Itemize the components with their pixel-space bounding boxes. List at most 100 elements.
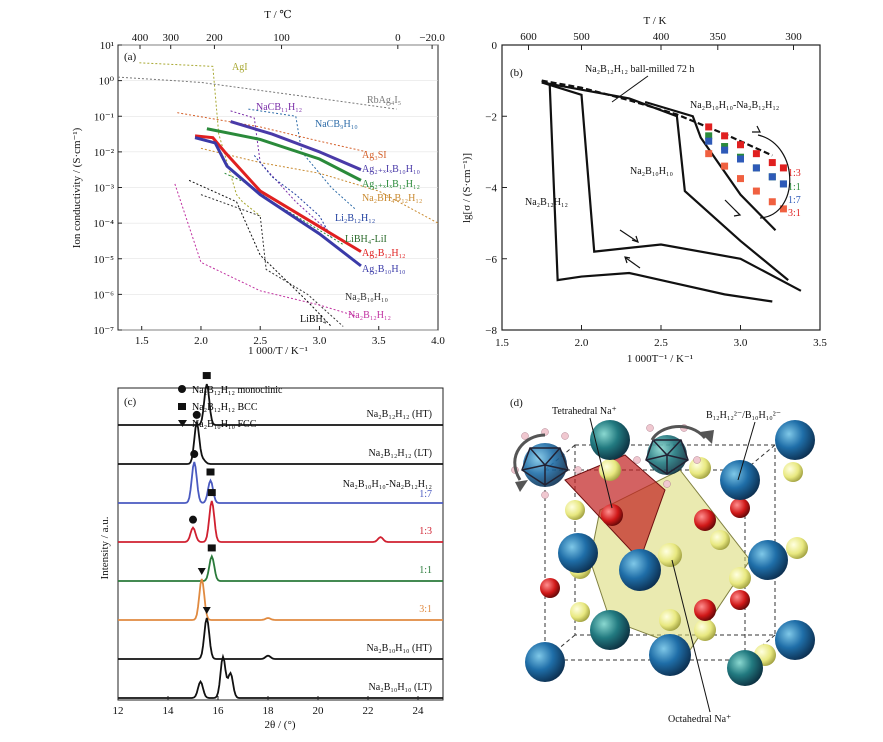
- sphere-octahedral-na: [659, 609, 681, 631]
- label-ag3si: Ag₃SI: [362, 150, 387, 161]
- data-point-marker: [721, 132, 729, 140]
- data-point-marker: [721, 143, 729, 151]
- series-line: [253, 155, 332, 238]
- arrow-b-down2-head: [631, 235, 639, 243]
- top-tick-label: 0: [395, 32, 401, 44]
- label-b-na2b10h10: Na₂B₁₀H₁₀: [630, 166, 673, 177]
- y-tick-label: −8: [485, 325, 497, 337]
- legend-square-marker: [178, 403, 186, 410]
- ellipse-b-group: [757, 134, 791, 219]
- hydrogen-atom: [693, 456, 701, 464]
- arrow-b-down1-head: [733, 209, 742, 217]
- x-tick-label: 2.5: [253, 335, 267, 347]
- y-tick-label: 10⁰: [99, 76, 115, 88]
- data-point-marker: [737, 175, 744, 183]
- panel-b-label: (b): [510, 67, 523, 79]
- phase-marker-bcc: [202, 372, 211, 380]
- top-tick-label: 300: [785, 31, 802, 43]
- xrd-pattern-label: 1:1: [419, 565, 432, 576]
- arrow-b-up-head: [624, 256, 631, 264]
- sphere-octahedral-na: [786, 537, 808, 559]
- borohydride-cluster-left: [511, 428, 582, 499]
- top-tick-label: 300: [162, 32, 179, 44]
- xrd-pattern: [118, 500, 443, 543]
- sphere-tetrahedral-na: [730, 590, 750, 610]
- panel-c-frame: [117, 387, 444, 701]
- sphere-octahedral-na: [729, 567, 751, 589]
- data-point-marker: [705, 132, 713, 140]
- series-line: [541, 81, 802, 292]
- rotation-arrow-left: [513, 433, 546, 481]
- sphere-anion: [525, 642, 565, 682]
- hydrogen-atom: [633, 456, 641, 464]
- xrd-pattern-label: Na₂B₁₀H₁₀ (HT): [367, 643, 432, 654]
- arrow-b-ballmilled: [611, 75, 649, 103]
- xrd-pattern-label: Na₂B₁₀H₁₀ (LT): [369, 682, 432, 693]
- phase-marker-monoclinic: [189, 515, 197, 524]
- panel-b-y-ticks: 0 −2 −4 −6 −8: [485, 40, 507, 337]
- data-point-marker: [737, 141, 744, 149]
- label-ag2b12h12: Ag₂B₁₂H₁₂: [362, 248, 406, 259]
- arrow-b-down2: [619, 229, 639, 243]
- label-b-ballmilled: Na₂B₁₂H₁₂ ball-milled 72 h: [585, 64, 694, 75]
- data-point-marker: [705, 150, 713, 158]
- panel-b-series: [541, 79, 802, 303]
- y-tick-label: 10⁻⁴: [93, 218, 114, 230]
- arrow-b-up: [625, 257, 641, 269]
- pointer-tetrahedral: [589, 417, 613, 509]
- panel-c-label: (c): [124, 396, 137, 408]
- sphere-octahedral-na: [570, 602, 590, 622]
- series-line: [177, 112, 367, 153]
- x-tick-label: 1.5: [495, 337, 509, 349]
- yellow-spheres: [565, 457, 808, 666]
- hydrogen-atom: [541, 491, 549, 499]
- label-b-1-7: 1:7: [788, 195, 801, 206]
- y-tick-label: 10⁻⁷: [93, 325, 114, 337]
- panel-a-top-ticks: 400 300 200 100 0 −20.0: [132, 32, 445, 49]
- series-line: [174, 183, 356, 317]
- phase-marker-monoclinic: [190, 450, 199, 459]
- top-tick-label: 600: [520, 31, 537, 43]
- panel-a-x-axis-label: 1 000/T / K⁻¹: [248, 345, 308, 357]
- pointer-octahedral: [671, 559, 711, 713]
- xrd-pattern: [118, 617, 443, 660]
- label-b-1-3: 1:3: [788, 168, 801, 179]
- x-tick-label: 14: [163, 705, 175, 717]
- x-tick-label: 2.0: [575, 337, 589, 349]
- panel-a-label: (a): [124, 51, 137, 63]
- sphere-anion: [590, 420, 630, 460]
- data-point-marker: [768, 173, 776, 181]
- sphere-anion: [775, 620, 815, 660]
- label-li2b12h12: Li₂B₁₂H₁₂: [335, 213, 375, 224]
- xrd-pattern: [118, 653, 443, 699]
- y-tick-label: −6: [485, 254, 497, 266]
- label-b-mixed: Na₂B₁₀H₁₀-Na₂B₁₂H₁₂: [690, 100, 779, 111]
- panel-b-y-axis-label: lg[σ / (S·cm⁻¹)]: [461, 153, 473, 223]
- sphere-octahedral-na: [565, 500, 585, 520]
- series-line: [541, 81, 789, 281]
- red-spheres: [540, 498, 750, 621]
- sphere-tetrahedral-na: [601, 504, 623, 526]
- y-tick-label: 10⁻⁶: [93, 289, 114, 301]
- pointer-anion: [737, 421, 756, 481]
- label-na2b10h10-a: Na₂B₁₀H₁₀: [345, 292, 388, 303]
- cluster-bonds: [645, 439, 689, 475]
- y-tick-label: 0: [492, 40, 498, 52]
- panel-c-y-axis-label: Intensity / a.u.: [99, 516, 111, 579]
- label-b-3-1: 3:1: [788, 208, 801, 219]
- series-line: [206, 127, 362, 182]
- label-b-1-1: 1:1: [788, 182, 801, 193]
- data-point-marker: [752, 164, 760, 172]
- x-tick-label: 20: [313, 705, 325, 717]
- data-point-marker: [705, 137, 713, 145]
- series-line: [188, 179, 332, 327]
- x-tick-label: 18: [263, 705, 275, 717]
- sphere-anion: [619, 549, 661, 591]
- sphere-tetrahedral-na: [694, 599, 716, 621]
- top-tick-label: 400: [653, 31, 670, 43]
- hydrogen-atom: [521, 432, 529, 440]
- sphere-anion: [748, 540, 788, 580]
- label-nacb11h12: NaCB₁₁H₁₂: [256, 102, 302, 113]
- label-ag2ixb12h12: Ag₂₊ₓIₓB₁₂H₁₂: [362, 179, 420, 190]
- x-tick-label: 3.0: [313, 335, 327, 347]
